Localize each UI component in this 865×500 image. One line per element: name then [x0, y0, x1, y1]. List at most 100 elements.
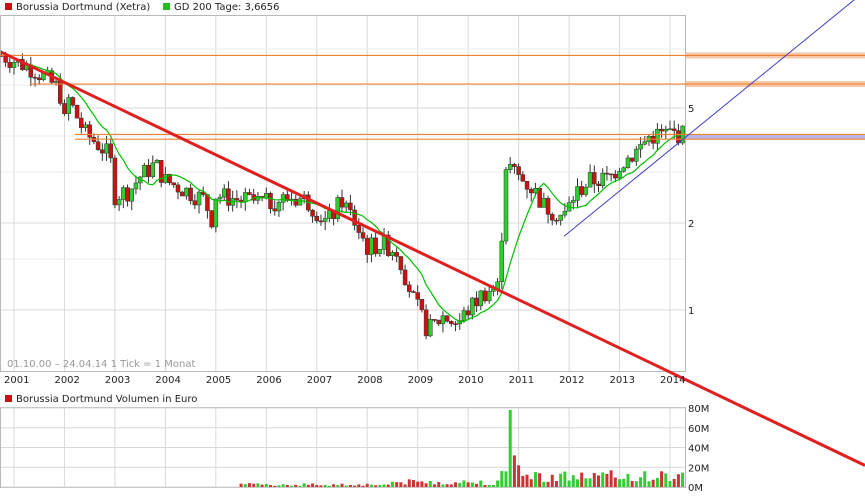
candle-down	[32, 77, 38, 79]
candle-up	[343, 202, 349, 208]
candle-down	[167, 174, 172, 184]
volume-bar	[369, 484, 373, 487]
volume-bar	[390, 481, 394, 487]
x-tick-label: 2009	[408, 375, 433, 386]
support-channel-line	[563, 0, 855, 237]
volume-bar	[575, 479, 579, 487]
candle-down	[415, 292, 420, 300]
candle-up	[66, 97, 71, 114]
candle-down	[360, 232, 366, 239]
x-tick-label: 2011	[509, 375, 534, 386]
volume-bar	[306, 484, 310, 487]
candle-down	[419, 299, 425, 311]
candle-down	[247, 192, 252, 195]
candle-down	[394, 252, 399, 257]
candle-up	[642, 141, 648, 145]
volume-bar	[445, 484, 449, 487]
candle-down	[100, 149, 105, 154]
candle-up	[222, 188, 227, 198]
candle-up	[428, 319, 433, 337]
volume-bar	[311, 483, 315, 487]
volume-bar	[592, 473, 596, 487]
y-tick-label: 2	[688, 219, 694, 230]
volume-bar	[512, 455, 516, 487]
candle-down	[36, 77, 42, 81]
candle-up	[184, 187, 189, 197]
candle-down	[188, 187, 193, 201]
candle-down	[671, 128, 677, 131]
volume-bar	[676, 474, 680, 487]
volume-bar	[281, 484, 285, 487]
candle-down	[108, 143, 113, 159]
candle-down	[79, 117, 84, 128]
volume-bar	[613, 477, 617, 487]
volume-bar	[239, 483, 243, 487]
candle-down	[604, 172, 610, 175]
candle-up	[461, 310, 467, 321]
candle-up	[562, 210, 568, 216]
range-info: 01.10.00 – 24.04.14 1 Tick = 1 Monat	[7, 359, 195, 370]
candle-down	[364, 237, 370, 255]
candle-down	[234, 198, 240, 201]
volume-bar	[243, 484, 247, 487]
candle-up	[583, 186, 589, 195]
candle-down	[3, 55, 8, 63]
volume-bar	[681, 472, 685, 487]
candle-down	[465, 310, 471, 316]
candle-up	[655, 128, 660, 144]
candle-up	[667, 128, 673, 131]
ma-layer	[26, 62, 683, 323]
volume-bar	[340, 483, 344, 487]
candle-up	[390, 252, 395, 256]
candle-up	[369, 237, 374, 255]
moving-average-line	[26, 62, 683, 323]
candle-up	[264, 193, 269, 199]
volume-tick-label: 40M	[688, 444, 709, 455]
candle-down	[112, 157, 118, 206]
x-tick-label: 2004	[155, 375, 180, 386]
volume-bar	[538, 473, 542, 487]
volume-bar	[365, 483, 369, 487]
volume-bar	[479, 480, 483, 487]
volume-bar	[247, 483, 251, 487]
candle-up	[276, 202, 282, 212]
x-tick-label: 2003	[105, 375, 130, 386]
volume-bar	[449, 484, 453, 487]
candle-up	[440, 315, 446, 325]
candle-down	[432, 319, 437, 321]
candle-down	[272, 208, 277, 212]
candle-up	[617, 171, 622, 179]
volume-bar	[639, 477, 643, 487]
candle-up	[587, 172, 593, 188]
volume-bar	[462, 480, 466, 487]
candle-up	[83, 124, 88, 128]
line-layer	[0, 0, 865, 467]
candle-up	[478, 290, 484, 307]
candle-up	[327, 210, 332, 219]
candle-up	[280, 194, 286, 203]
candle-up	[213, 198, 219, 228]
volume-bar	[269, 485, 273, 487]
candle-up	[621, 167, 626, 172]
resistance-zone	[686, 134, 865, 140]
volume-bar	[660, 471, 664, 487]
candle-down	[436, 319, 441, 325]
volume-bar	[647, 481, 651, 487]
candle-up	[53, 81, 59, 83]
volume-bar	[332, 484, 336, 487]
volume-bar	[411, 480, 415, 487]
candle-down	[516, 166, 521, 175]
candle-up	[457, 320, 462, 325]
x-tick-label: 2012	[559, 375, 584, 386]
volume-bar	[407, 479, 411, 487]
x-tick-label: 2008	[357, 375, 382, 386]
volume-bar	[395, 482, 399, 487]
candle-down	[554, 219, 559, 222]
candle-down	[423, 309, 429, 337]
candle-up	[243, 192, 248, 203]
volume-bar	[605, 473, 609, 487]
candle-down	[192, 200, 198, 206]
volume-bar	[634, 481, 638, 487]
candle-down	[179, 191, 185, 197]
